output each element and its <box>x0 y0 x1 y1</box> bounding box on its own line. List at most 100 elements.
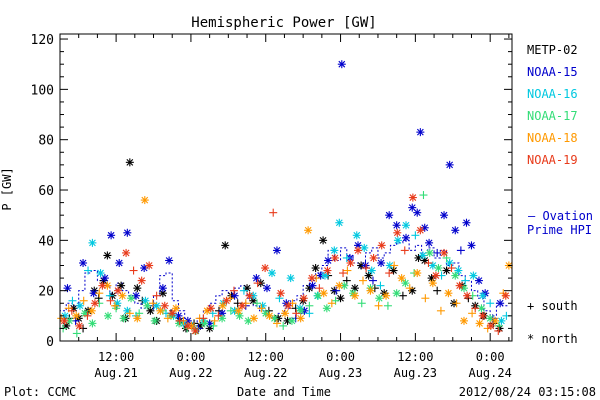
data-point-noaa-17 <box>425 248 434 257</box>
data-point-noaa-17 <box>279 321 288 330</box>
data-point-noaa-19 <box>214 311 223 320</box>
data-point-noaa-17 <box>244 316 253 325</box>
footer-plot-source: Plot: CCMC <box>4 385 76 399</box>
data-point-noaa-18 <box>327 299 336 308</box>
y-tick-label: 120 <box>31 33 54 48</box>
data-point-noaa-16 <box>342 253 351 262</box>
data-point-noaa-15 <box>440 211 449 220</box>
y-tick-label: 20 <box>38 285 54 300</box>
data-point-noaa-16 <box>84 266 93 275</box>
data-point-noaa-15 <box>456 246 465 255</box>
data-point-noaa-17 <box>305 301 314 310</box>
data-point-noaa-18 <box>319 289 328 298</box>
data-point-noaa-19 <box>501 291 510 300</box>
data-point-noaa-15 <box>433 248 442 257</box>
footer-timestamp: 2012/08/24 03:15:08 <box>459 385 596 399</box>
data-point-noaa-15 <box>107 231 116 240</box>
legend-entry-noaa-16: NOAA-16 <box>527 87 578 101</box>
data-point-noaa-18 <box>110 301 119 310</box>
data-point-noaa-18 <box>281 309 290 318</box>
data-point-noaa-15 <box>496 299 505 308</box>
y-tick-label: 0 <box>46 335 54 350</box>
data-point-noaa-19 <box>113 286 122 295</box>
y-tick-label: 80 <box>38 134 54 149</box>
data-point-noaa-15 <box>392 221 401 230</box>
x-tick-date: Aug.22 <box>169 366 212 380</box>
x-tick-date: Aug.22 <box>244 366 287 380</box>
data-point-noaa-19 <box>199 314 208 323</box>
data-point-noaa-19 <box>238 301 247 310</box>
data-point-noaa-18 <box>210 316 219 325</box>
data-point-noaa-19 <box>137 276 146 285</box>
data-point-noaa-17 <box>119 314 128 323</box>
x-tick-time: 0:00 <box>176 350 205 364</box>
data-point-noaa-17 <box>494 321 503 330</box>
data-point-noaa-19 <box>284 301 293 310</box>
data-point-metp-02 <box>103 251 112 260</box>
x-tick-time: 0:00 <box>326 350 355 364</box>
data-point-noaa-19 <box>431 271 440 280</box>
data-point-noaa-18 <box>72 311 81 320</box>
data-point-noaa-16 <box>360 243 369 252</box>
data-point-noaa-17 <box>104 311 113 320</box>
data-point-noaa-15 <box>115 258 124 267</box>
data-point-noaa-19 <box>362 264 371 273</box>
data-point-noaa-19 <box>339 269 348 278</box>
data-point-noaa-18 <box>350 291 359 300</box>
data-point-metp-02 <box>133 284 142 293</box>
y-axis-label: P [GW] <box>0 167 14 210</box>
data-point-metp-02 <box>233 299 242 308</box>
data-point-noaa-18 <box>475 319 484 328</box>
data-point-noaa-15 <box>368 276 377 285</box>
plot-axes: 0 20 40 60 80 100 120 12:00 Aug.21 0:00 Aug.22 12:0… <box>31 33 513 380</box>
data-point-noaa-19 <box>307 274 316 283</box>
data-point-noaa-18 <box>296 314 305 323</box>
data-point-metp-02 <box>311 264 320 273</box>
data-point-noaa-19 <box>83 311 92 320</box>
data-point-noaa-18 <box>140 196 149 205</box>
data-point-noaa-16 <box>335 218 344 227</box>
data-point-noaa-15 <box>416 128 425 137</box>
data-point-noaa-18 <box>95 289 104 298</box>
data-point-noaa-19 <box>292 309 301 318</box>
data-point-noaa-19 <box>98 281 107 290</box>
data-point-noaa-15 <box>324 256 333 265</box>
data-point-noaa-18 <box>87 306 96 315</box>
y-tick-label: 60 <box>38 184 54 199</box>
data-point-noaa-18 <box>335 281 344 290</box>
data-point-noaa-17 <box>451 271 460 280</box>
data-point-noaa-17 <box>375 294 384 303</box>
data-point-noaa-16 <box>275 294 284 303</box>
data-point-noaa-18 <box>79 296 88 305</box>
data-point-noaa-17 <box>434 264 443 273</box>
data-point-noaa-19 <box>269 208 278 217</box>
data-point-noaa-18 <box>452 299 461 308</box>
data-point-noaa-15 <box>308 281 317 290</box>
series-legend: METP-02 NOAA-15 NOAA-16 NOAA-17 NOAA-18 NOAA-… <box>527 43 578 167</box>
data-point-metp-02 <box>398 291 407 300</box>
data-point-noaa-17 <box>322 304 331 313</box>
data-point-noaa-15 <box>377 258 386 267</box>
data-point-noaa-18 <box>288 299 297 308</box>
data-point-noaa-19 <box>455 281 464 290</box>
data-point-noaa-18 <box>171 304 180 313</box>
data-point-noaa-15 <box>474 276 483 285</box>
data-point-noaa-15 <box>402 233 411 242</box>
plot-frame <box>59 33 513 342</box>
data-point-noaa-16 <box>461 276 470 285</box>
data-point-noaa-19 <box>494 326 503 335</box>
data-point-noaa-19 <box>191 326 200 335</box>
data-point-noaa-16 <box>330 246 339 255</box>
data-point-noaa-15 <box>420 223 429 232</box>
data-point-noaa-19 <box>129 266 138 275</box>
data-point-noaa-17 <box>357 299 366 308</box>
data-point-noaa-16 <box>239 286 248 295</box>
x-tick-date: Aug.23 <box>319 366 362 380</box>
data-point-noaa-19 <box>245 291 254 300</box>
data-point-noaa-15 <box>79 258 88 267</box>
data-point-noaa-17 <box>383 301 392 310</box>
data-point-noaa-19 <box>222 296 231 305</box>
data-point-metp-02 <box>319 236 328 245</box>
data-point-noaa-18 <box>374 301 383 310</box>
data-point-noaa-19 <box>408 193 417 202</box>
